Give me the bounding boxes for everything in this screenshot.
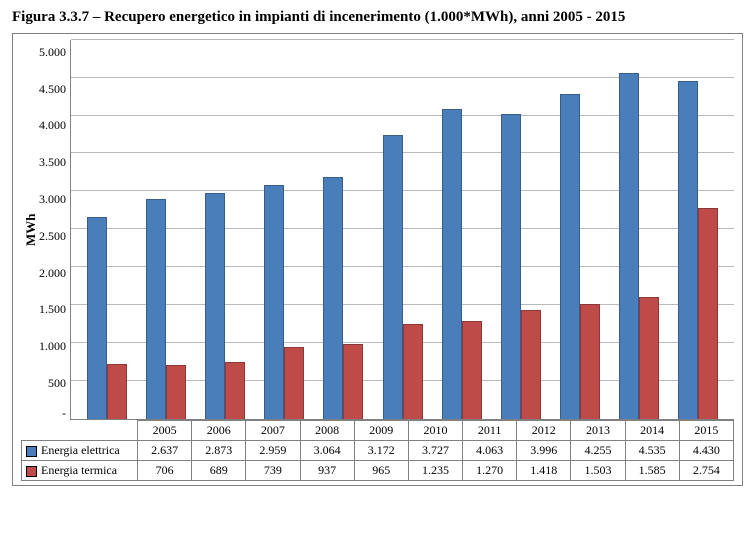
data-cell: 1.418 (517, 460, 571, 480)
year-header: 2012 (517, 420, 571, 440)
y-axis-ticks: 5.000 4.500 4.000 3.500 3.000 2.500 2.000 1.500… (39, 40, 70, 420)
y-tick-label: 3.000 (39, 193, 66, 205)
series-label: Energia elettrica (22, 440, 138, 460)
bar (639, 297, 659, 418)
data-cell: 2.873 (192, 440, 246, 460)
bar (403, 324, 423, 419)
data-cell: 1.235 (408, 460, 462, 480)
bar (264, 185, 284, 419)
bar (521, 310, 541, 419)
y-tick-label: 500 (48, 377, 66, 389)
chart-container: MWh 5.000 4.500 4.000 3.500 3.000 2.500 2.000 1… (12, 33, 743, 486)
bar (501, 114, 521, 419)
year-header: 2008 (300, 420, 354, 440)
bar (462, 321, 482, 419)
bar (698, 208, 718, 418)
y-axis-label: MWh (21, 40, 39, 420)
data-cell: 4.255 (571, 440, 625, 460)
data-cell: 4.063 (463, 440, 517, 460)
bar (343, 344, 363, 418)
data-cell: 3.996 (517, 440, 571, 460)
year-header: 2011 (463, 420, 517, 440)
year-header: 2015 (679, 420, 733, 440)
bar (146, 199, 166, 418)
data-cell: 706 (138, 460, 192, 480)
bar-group (491, 114, 550, 419)
data-cell: 3.064 (300, 440, 354, 460)
bar-group (77, 217, 136, 418)
data-cell: 1.585 (625, 460, 679, 480)
bar-group (195, 193, 254, 419)
bar (87, 217, 107, 418)
data-cell: 1.270 (463, 460, 517, 480)
bar (166, 365, 186, 418)
bar-group (551, 94, 610, 418)
bar-group (432, 109, 491, 419)
data-cell: 3.727 (408, 440, 462, 460)
y-tick-label: 1.000 (39, 340, 66, 352)
bar (383, 135, 403, 419)
data-table: 2005200620072008200920102011201220132014… (21, 420, 734, 481)
bar (580, 304, 600, 419)
y-tick-label: 4.000 (39, 119, 66, 131)
y-tick-label: 2.500 (39, 230, 66, 242)
data-cell: 2.959 (246, 440, 300, 460)
data-cell: 2.754 (679, 460, 733, 480)
bar-group (373, 135, 432, 419)
legend-swatch (26, 446, 37, 457)
bar-group (610, 73, 669, 419)
bar (323, 177, 343, 419)
data-cell: 2.637 (138, 440, 192, 460)
year-header: 2009 (354, 420, 408, 440)
year-header: 2006 (192, 420, 246, 440)
bar-group (314, 177, 373, 419)
data-cell: 4.430 (679, 440, 733, 460)
data-cell: 937 (300, 460, 354, 480)
year-header: 2010 (408, 420, 462, 440)
table-corner (22, 420, 138, 440)
data-cell: 689 (192, 460, 246, 480)
year-header: 2007 (246, 420, 300, 440)
y-tick-label: 4.500 (39, 83, 66, 95)
data-cell: 965 (354, 460, 408, 480)
y-tick-label: 3.500 (39, 156, 66, 168)
data-cell: 3.172 (354, 440, 408, 460)
bar (619, 73, 639, 419)
year-header: 2014 (625, 420, 679, 440)
legend-swatch (26, 466, 37, 477)
bar (560, 94, 580, 418)
y-tick-label: 2.000 (39, 267, 66, 279)
bar-group (255, 185, 314, 419)
data-cell: 4.535 (625, 440, 679, 460)
bar (678, 81, 698, 419)
plot-area (70, 40, 734, 420)
y-tick-label: 1.500 (39, 303, 66, 315)
data-cell: 1.503 (571, 460, 625, 480)
bar-group (136, 199, 195, 418)
figure-title: Figura 3.3.7 – Recupero energetico in im… (12, 8, 743, 27)
y-tick-label: - (62, 407, 66, 419)
bar (107, 364, 127, 419)
bar (284, 347, 304, 419)
bar-group (669, 81, 728, 419)
bar (205, 193, 225, 419)
data-cell: 739 (246, 460, 300, 480)
series-label: Energia termica (22, 460, 138, 480)
bar (442, 109, 462, 419)
y-tick-label: 5.000 (39, 46, 66, 58)
year-header: 2013 (571, 420, 625, 440)
year-header: 2005 (138, 420, 192, 440)
bar (225, 362, 245, 419)
